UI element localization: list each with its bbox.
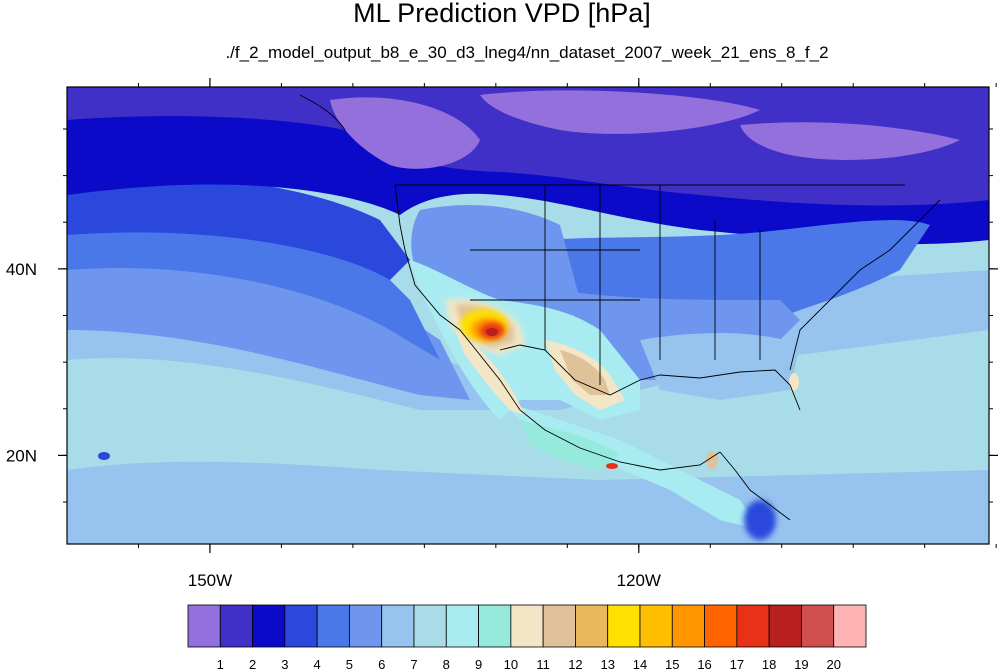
hawaii-3 xyxy=(98,452,110,460)
colorbar-label: 9 xyxy=(475,657,482,672)
colorbar-label: 14 xyxy=(633,657,647,672)
colorbar-label: 5 xyxy=(346,657,353,672)
colorbar-swatch xyxy=(801,604,835,648)
colorbar-label: 18 xyxy=(762,657,776,672)
land-10 xyxy=(520,420,620,470)
chart-subtitle: ./f_2_model_output_b8_e_30_d3_lneg4/nn_d… xyxy=(225,43,828,62)
colorbar-swatch xyxy=(284,604,318,648)
colorbar-swatch xyxy=(187,604,221,648)
central-america-3 xyxy=(744,500,776,540)
map-panel xyxy=(67,87,989,544)
lon-tick-label: 150W xyxy=(188,571,232,590)
colorbar-label: 1 xyxy=(217,657,224,672)
band-level-2 xyxy=(67,87,989,206)
colorbar-swatch xyxy=(445,604,479,648)
lat-tick-label: 20N xyxy=(6,446,37,465)
colorbar-swatch xyxy=(833,604,867,648)
florida-11 xyxy=(789,373,799,391)
colorbar-swatch xyxy=(607,604,641,648)
band-level-1c xyxy=(740,122,960,160)
mexico-plateau-12 xyxy=(560,350,610,395)
colorbar-label: 4 xyxy=(314,657,321,672)
colorbar-label: 20 xyxy=(826,657,840,672)
chart-title: ML Prediction VPD [hPa] xyxy=(353,0,651,28)
colorbar: 1 2 3 4 5 6 7 8 9 10 11 12 13 14 15 16 17 18 19 20 xyxy=(187,604,867,672)
band-level-1 xyxy=(330,97,480,169)
colorbar-label: 16 xyxy=(697,657,711,672)
lat-tick-label: 40N xyxy=(6,260,37,279)
colorbar-label: 7 xyxy=(410,657,417,672)
colorbar-swatch xyxy=(349,604,383,648)
mexico-south-hotspot xyxy=(606,463,618,469)
colorbar-label: 11 xyxy=(536,657,550,672)
colorbar-swatch xyxy=(510,604,544,648)
colorbar-swatch xyxy=(768,604,802,648)
colorbar-swatch xyxy=(413,604,447,648)
colorbar-label: 13 xyxy=(600,657,614,672)
colorbar-label: 6 xyxy=(378,657,385,672)
land-gulf xyxy=(640,333,800,400)
colorbar-swatch xyxy=(542,604,576,648)
band-level-5 xyxy=(67,212,440,360)
colorbar-swatch xyxy=(316,604,350,648)
colorbar-label: 8 xyxy=(443,657,450,672)
baja-11 xyxy=(455,330,525,415)
colorbar-label: 10 xyxy=(504,657,518,672)
colorbar-swatch xyxy=(639,604,673,648)
colorbar-label: 12 xyxy=(568,657,582,672)
colorbar-label: 19 xyxy=(794,657,808,672)
band-level-1b xyxy=(480,90,760,134)
colorbar-swatch xyxy=(381,604,415,648)
colorbar-swatch xyxy=(736,604,770,648)
colorbar-swatch xyxy=(252,604,286,648)
map-outlines xyxy=(299,94,941,521)
band-level-4 xyxy=(67,175,410,280)
colorbar-label: 17 xyxy=(730,657,744,672)
colorbar-label: 2 xyxy=(249,657,256,672)
colorbar-label: 15 xyxy=(665,657,679,672)
lon-tick-label: 120W xyxy=(617,571,661,590)
colorbar-swatch xyxy=(671,604,705,648)
colorbar-swatch xyxy=(219,604,253,648)
colorbar-swatch xyxy=(704,604,738,648)
colorbar-swatch xyxy=(575,604,609,648)
axis-ticks: 150W120W90W40N20N xyxy=(6,78,998,590)
colorbar-swatch xyxy=(478,604,512,648)
southwest-19 xyxy=(486,328,498,336)
band-level-6 xyxy=(67,247,470,400)
colorbar-label: 3 xyxy=(281,657,288,672)
